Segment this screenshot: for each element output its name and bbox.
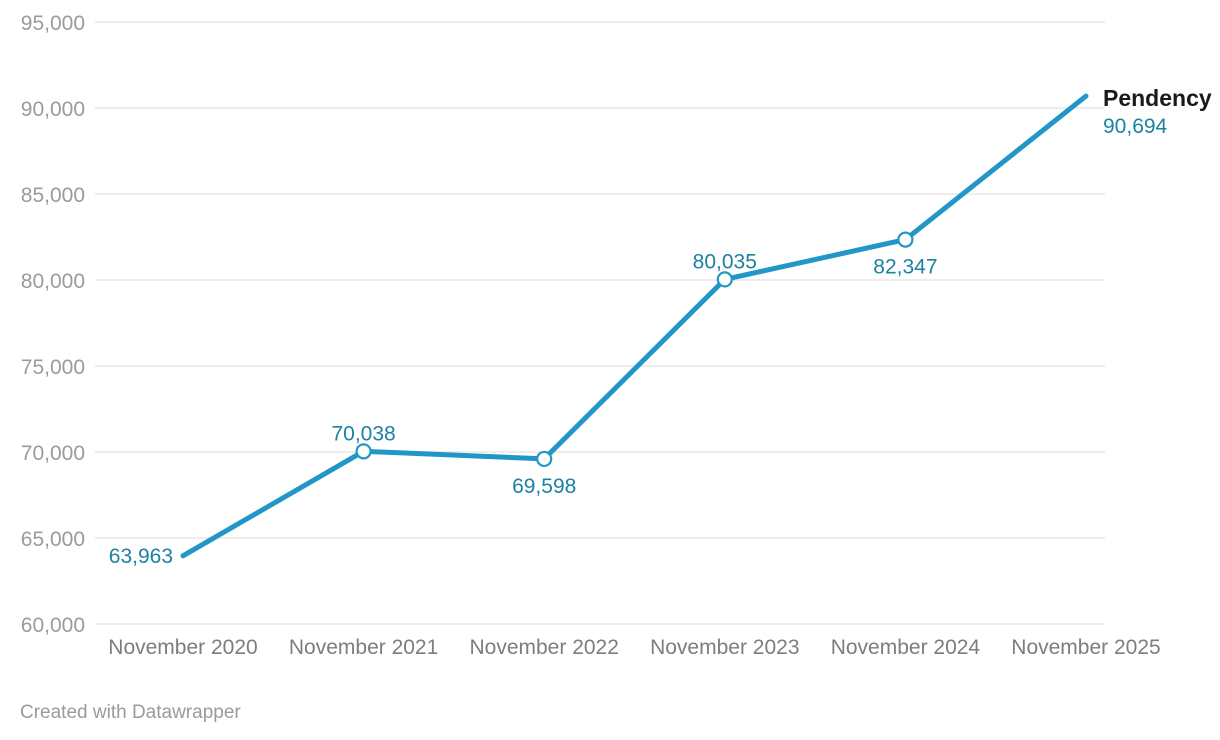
series-end-value: 90,694 xyxy=(1103,115,1168,138)
data-point-value-label: 63,963 xyxy=(109,545,173,568)
y-axis-tick-label: 80,000 xyxy=(21,270,85,293)
data-point-marker xyxy=(536,450,553,468)
pendency-series-line xyxy=(180,93,1089,559)
series-end-label: Pendency xyxy=(1103,85,1212,111)
x-axis-label: November 2024 xyxy=(831,636,981,659)
datawrapper-credit-link[interactable]: Created with Datawrapper xyxy=(20,702,241,723)
y-axis-tick-label: 95,000 xyxy=(21,12,85,35)
data-point-marker xyxy=(716,271,733,288)
y-axis-tick-label: 85,000 xyxy=(21,184,85,207)
pendency-line-chart: 60,000 65,000 70,000 75,000 80,000 85,000 90,0… xyxy=(21,12,1212,659)
y-axis-tick-label: 65,000 xyxy=(21,528,85,551)
data-point-marker xyxy=(355,443,372,460)
data-point-marker xyxy=(897,231,914,248)
data-point-value-label: 80,035 xyxy=(693,250,757,273)
x-axis-label: November 2022 xyxy=(469,636,618,659)
data-point-value-label: 70,038 xyxy=(331,422,395,445)
y-axis-tick-label: 60,000 xyxy=(21,614,85,637)
y-axis-tick-label: 75,000 xyxy=(21,356,85,379)
x-axis-label: November 2025 xyxy=(1011,636,1160,659)
x-axis-label: November 2021 xyxy=(289,636,438,659)
data-point-value-label: 69,598 xyxy=(512,475,576,498)
y-axis-tick-label: 70,000 xyxy=(21,442,85,465)
data-point-value-label: 82,347 xyxy=(873,256,937,279)
x-axis-label: November 2023 xyxy=(650,636,799,659)
x-axis-label: November 2020 xyxy=(108,636,257,659)
y-axis-tick-label: 90,000 xyxy=(21,98,85,121)
